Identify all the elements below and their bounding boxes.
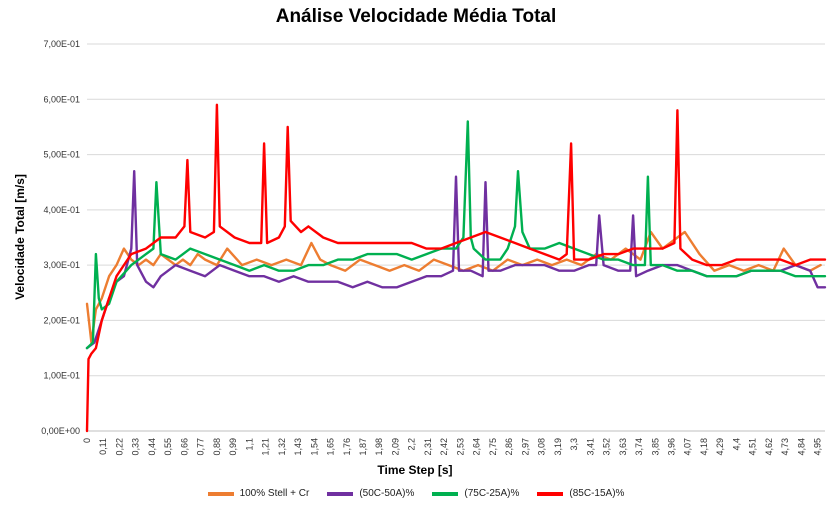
x-tick-labels: 0 0,11 0,22 0,33 0,44 0,55 0,66 0,77 0,88 0,99 1,1…	[82, 438, 823, 456]
y-axis-label: Velocidade Total [m/s]	[13, 174, 27, 300]
x-tick-label: 4,84	[796, 438, 806, 456]
x-tick-label: 4,18	[699, 438, 709, 456]
series-line	[85, 103, 827, 433]
y-tick-label: 0,00E+00	[41, 426, 80, 436]
x-tick-label: 0,66	[179, 438, 189, 456]
x-tick-label: 2,64	[472, 438, 482, 456]
y-tick-label: 1,00E-01	[43, 371, 80, 381]
legend-item: (50C-50A)%	[327, 488, 414, 499]
y-tick-label: 6,00E-01	[43, 94, 80, 104]
y-tick-label: 5,00E-01	[43, 150, 80, 160]
x-tick-label: 1,76	[342, 438, 352, 456]
y-tick-label: 3,00E-01	[43, 260, 80, 270]
legend-label: (50C-50A)%	[359, 488, 415, 499]
legend-swatch	[537, 491, 564, 496]
x-tick-label: 3,08	[537, 438, 547, 456]
y-tick-label: 4,00E-01	[43, 205, 80, 215]
x-tick-label: 1,43	[293, 438, 303, 456]
x-tick-label: 2,53	[455, 438, 465, 456]
legend: 100% Stell + Cr (50C-50A)% (75C-25A)% (85C-…	[0, 488, 832, 499]
x-tick-label: 3,85	[650, 438, 660, 456]
x-tick-label: 4,73	[780, 438, 790, 456]
x-tick-label: 0,99	[228, 438, 238, 456]
x-tick-label: 0,33	[131, 438, 141, 456]
legend-item: (85C-15A)%	[537, 488, 624, 499]
legend-label: (75C-25A)%	[464, 488, 520, 499]
x-tick-label: 0,11	[98, 438, 108, 455]
series-line	[85, 169, 827, 350]
x-tick-label: 4,95	[813, 438, 823, 456]
x-tick-label: 0,88	[212, 438, 222, 456]
x-tick-label: 1,87	[358, 438, 368, 456]
x-tick-label: 2,97	[520, 438, 530, 456]
x-tick-label: 1,32	[277, 438, 287, 456]
legend-label: 100% Stell + Cr	[239, 488, 310, 499]
x-tick-label: 1,54	[309, 438, 319, 456]
legend-label: (85C-15A)%	[569, 488, 625, 499]
y-tick-labels: 0,00E+00 1,00E-01 2,00E-01 3,00E-01 4,00E-01…	[41, 39, 80, 436]
series-lines	[85, 103, 827, 433]
x-tick-label: 2,2	[407, 438, 417, 451]
x-tick-label: 4,07	[683, 438, 693, 456]
series-line	[85, 120, 827, 350]
x-tick-label: 4,62	[764, 438, 774, 456]
legend-swatch	[207, 491, 234, 496]
legend-swatch	[327, 491, 354, 496]
x-tick-label: 0	[82, 438, 92, 443]
series-line	[85, 230, 822, 344]
chart-title: Análise Velocidade Média Total	[275, 6, 557, 27]
x-tick-label: 2,42	[439, 438, 449, 456]
x-tick-label: 0,77	[196, 438, 206, 456]
y-tick-label: 2,00E-01	[43, 315, 80, 325]
x-tick-label: 3,52	[602, 438, 612, 456]
x-tick-label: 0,22	[114, 438, 124, 456]
x-tick-label: 1,98	[374, 438, 384, 456]
legend-item: 100% Stell + Cr	[207, 488, 310, 499]
x-tick-label: 4,29	[715, 438, 725, 456]
x-tick-label: 2,86	[504, 438, 514, 456]
y-tick-label: 7,00E-01	[43, 39, 80, 49]
x-tick-label: 3,3	[569, 438, 579, 451]
x-axis-label: Time Step [s]	[377, 463, 452, 477]
x-tick-label: 3,74	[634, 438, 644, 456]
x-tick-label: 1,1	[244, 438, 254, 451]
x-tick-label: 3,19	[553, 438, 563, 456]
x-tick-label: 3,63	[618, 438, 628, 456]
x-tick-label: 2,09	[390, 438, 400, 456]
x-tick-label: 2,31	[423, 438, 433, 456]
legend-swatch	[432, 491, 459, 496]
legend-item: (75C-25A)%	[432, 488, 519, 499]
x-tick-label: 4,4	[731, 438, 741, 451]
x-tick-label: 2,75	[488, 438, 498, 456]
x-tick-label: 3,41	[585, 438, 595, 456]
x-tick-label: 4,51	[748, 438, 758, 456]
x-tick-label: 1,21	[261, 438, 271, 456]
x-tick-label: 1,65	[326, 438, 336, 456]
x-tick-label: 0,44	[147, 438, 157, 456]
x-tick-label: 0,55	[163, 438, 173, 456]
x-tick-label: 3,96	[666, 438, 676, 456]
